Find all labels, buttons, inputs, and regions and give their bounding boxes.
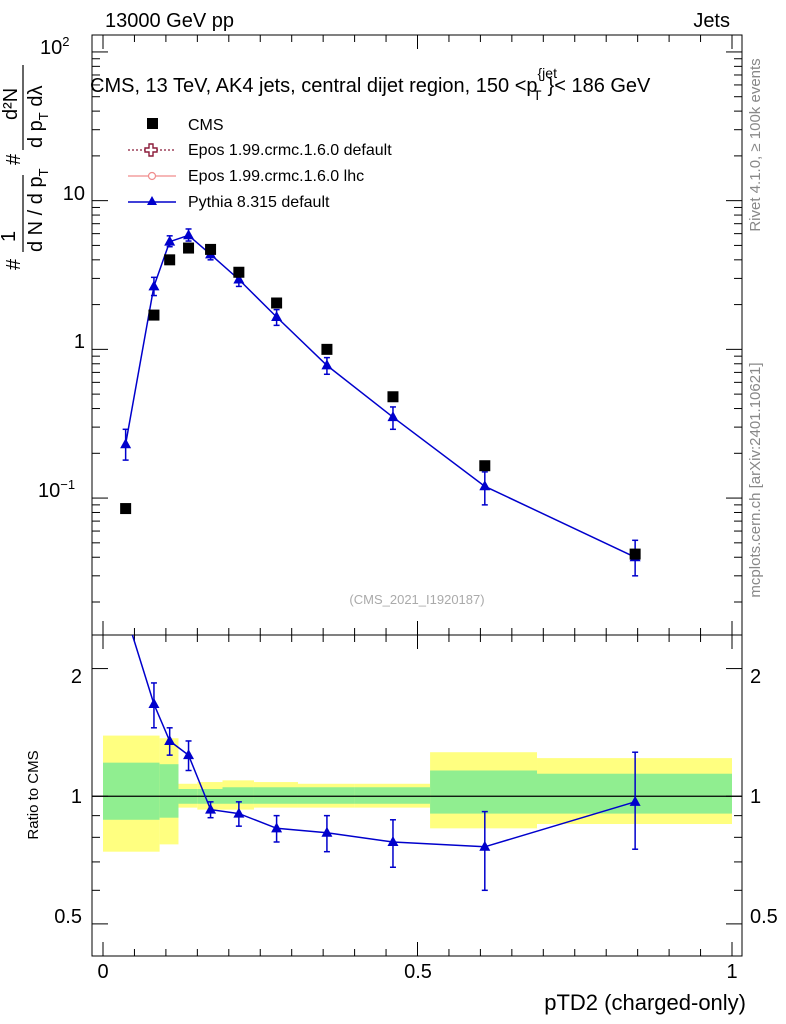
svg-text:1: 1 [0, 231, 20, 242]
cms-point [233, 266, 245, 278]
pythia-point [164, 235, 176, 246]
y-tick-label-1: 1 [74, 331, 85, 353]
x-tick-labels: 0 0.5 1 [97, 961, 737, 983]
band-inner-bin [354, 787, 431, 804]
pythia-point [183, 229, 195, 240]
header-right: Jets [693, 10, 730, 32]
legend-marker-epos-lhc [147, 171, 157, 181]
cms-point [148, 309, 160, 321]
chart-title: CMS, 13 TeV, AK4 jets, central dijet reg… [90, 65, 651, 103]
ratio-y-tick-1-right: 1 [750, 786, 761, 808]
y-tick-label-0.1: 10−1 [38, 477, 75, 502]
legend-marker-pythia [147, 196, 157, 205]
legend-item-cms: CMS [147, 117, 224, 134]
svg-text:d pT dλ: d pT dλ [25, 86, 51, 148]
pythia-line [124, 234, 636, 558]
band-inner-bin [159, 764, 179, 818]
band-inner-bin [103, 762, 160, 820]
x-tick-label-0: 0 [97, 961, 108, 983]
cms-point [183, 242, 195, 254]
pythia-ratio-point [387, 835, 399, 846]
legend-item-epos-default: Epos 1.99.crmc.1.6.0 default [128, 142, 392, 159]
pythia-ratio-point [183, 749, 195, 760]
mcplots-label: mcplots.cern.ch [arXiv:2401.10621] [747, 362, 764, 597]
cms-point [387, 391, 399, 403]
cms-point [271, 297, 283, 309]
rivet-label: Rivet 4.1.0, ≥ 100k events [747, 58, 764, 231]
ratio-uncertainty-bands [103, 735, 732, 852]
pythia-point [233, 273, 245, 284]
cms-point [120, 503, 132, 515]
pythia-point [387, 411, 399, 422]
pythia-point [321, 359, 333, 370]
pythia-ratio-point [233, 807, 245, 818]
y-tick-label-10: 10 [63, 183, 85, 205]
cms-point [479, 460, 491, 472]
pythia-point [148, 280, 160, 291]
ratio-y-tick-labels: 2 1 0.5 2 1 0.5 [54, 666, 778, 928]
ratio-y-axis-label: Ratio to CMS [25, 750, 42, 839]
pythia-ratio-point [629, 795, 641, 806]
ratio-y-tick-2-left: 2 [71, 666, 82, 688]
main-y-tick-labels: 102 10 1 10−1 [38, 34, 85, 502]
pythia-ratio-series [131, 634, 641, 892]
pythia-point [479, 480, 491, 491]
band-inner-bin [297, 787, 355, 804]
header-left: 13000 GeV pp [105, 10, 234, 32]
band-inner-bin [222, 787, 254, 804]
axis-ticks [92, 35, 742, 956]
x-tick-label-0.5: 0.5 [404, 961, 432, 983]
svg-text:Pythia 8.315 default: Pythia 8.315 default [188, 194, 330, 211]
svg-text:d N / d pT: d N / d pT [25, 168, 51, 252]
pythia-ratio-point [321, 826, 333, 837]
analysis-watermark: (CMS_2021_I1920187) [349, 592, 484, 607]
legend-marker-cms [147, 118, 158, 129]
cms-main-series [120, 242, 641, 560]
ratio-y-tick-05-right: 0.5 [750, 906, 778, 928]
x-tick-label-1: 1 [726, 961, 737, 983]
pythia-ratio-point [479, 840, 491, 851]
svg-text:Epos 1.99.crmc.1.6.0 lhc: Epos 1.99.crmc.1.6.0 lhc [188, 168, 364, 185]
svg-text:#: # [3, 258, 25, 270]
y-tick-label-100: 102 [40, 34, 69, 59]
svg-text:d²N: d²N [0, 88, 22, 120]
pythia-ratio-point [205, 803, 217, 814]
pythia-main-series [120, 228, 641, 577]
pythia-ratio-point [148, 698, 160, 709]
legend-item-epos-lhc: Epos 1.99.crmc.1.6.0 lhc [128, 168, 364, 185]
band-inner-bin [430, 770, 538, 814]
cms-point [629, 548, 641, 560]
ratio-y-tick-2-right: 2 [750, 666, 761, 688]
legend: CMS Epos 1.99.crmc.1.6.0 default Epos 1.… [128, 117, 392, 211]
main-y-axis-label: # 1 d N / d pT # d²N d pT dλ [0, 65, 51, 270]
cms-point [164, 254, 176, 266]
svg-text:Epos 1.99.crmc.1.6.0 default: Epos 1.99.crmc.1.6.0 default [188, 142, 392, 159]
legend-marker-epos-default [144, 143, 158, 157]
pythia-ratio-point [164, 734, 176, 745]
pythia-point [120, 438, 132, 449]
x-axis-label: pTD2 (charged-only) [544, 990, 746, 1015]
ratio-y-tick-1-left: 1 [71, 786, 82, 808]
svg-text:#: # [3, 153, 25, 165]
ratio-y-tick-05-left: 0.5 [54, 906, 82, 928]
cms-point [205, 243, 217, 255]
svg-text:CMS: CMS [188, 117, 224, 134]
pythia-ratio-point [271, 822, 283, 833]
pythia-point [271, 311, 283, 322]
band-inner-bin [253, 787, 298, 804]
cms-point [321, 343, 333, 355]
legend-item-pythia: Pythia 8.315 default [128, 194, 330, 211]
